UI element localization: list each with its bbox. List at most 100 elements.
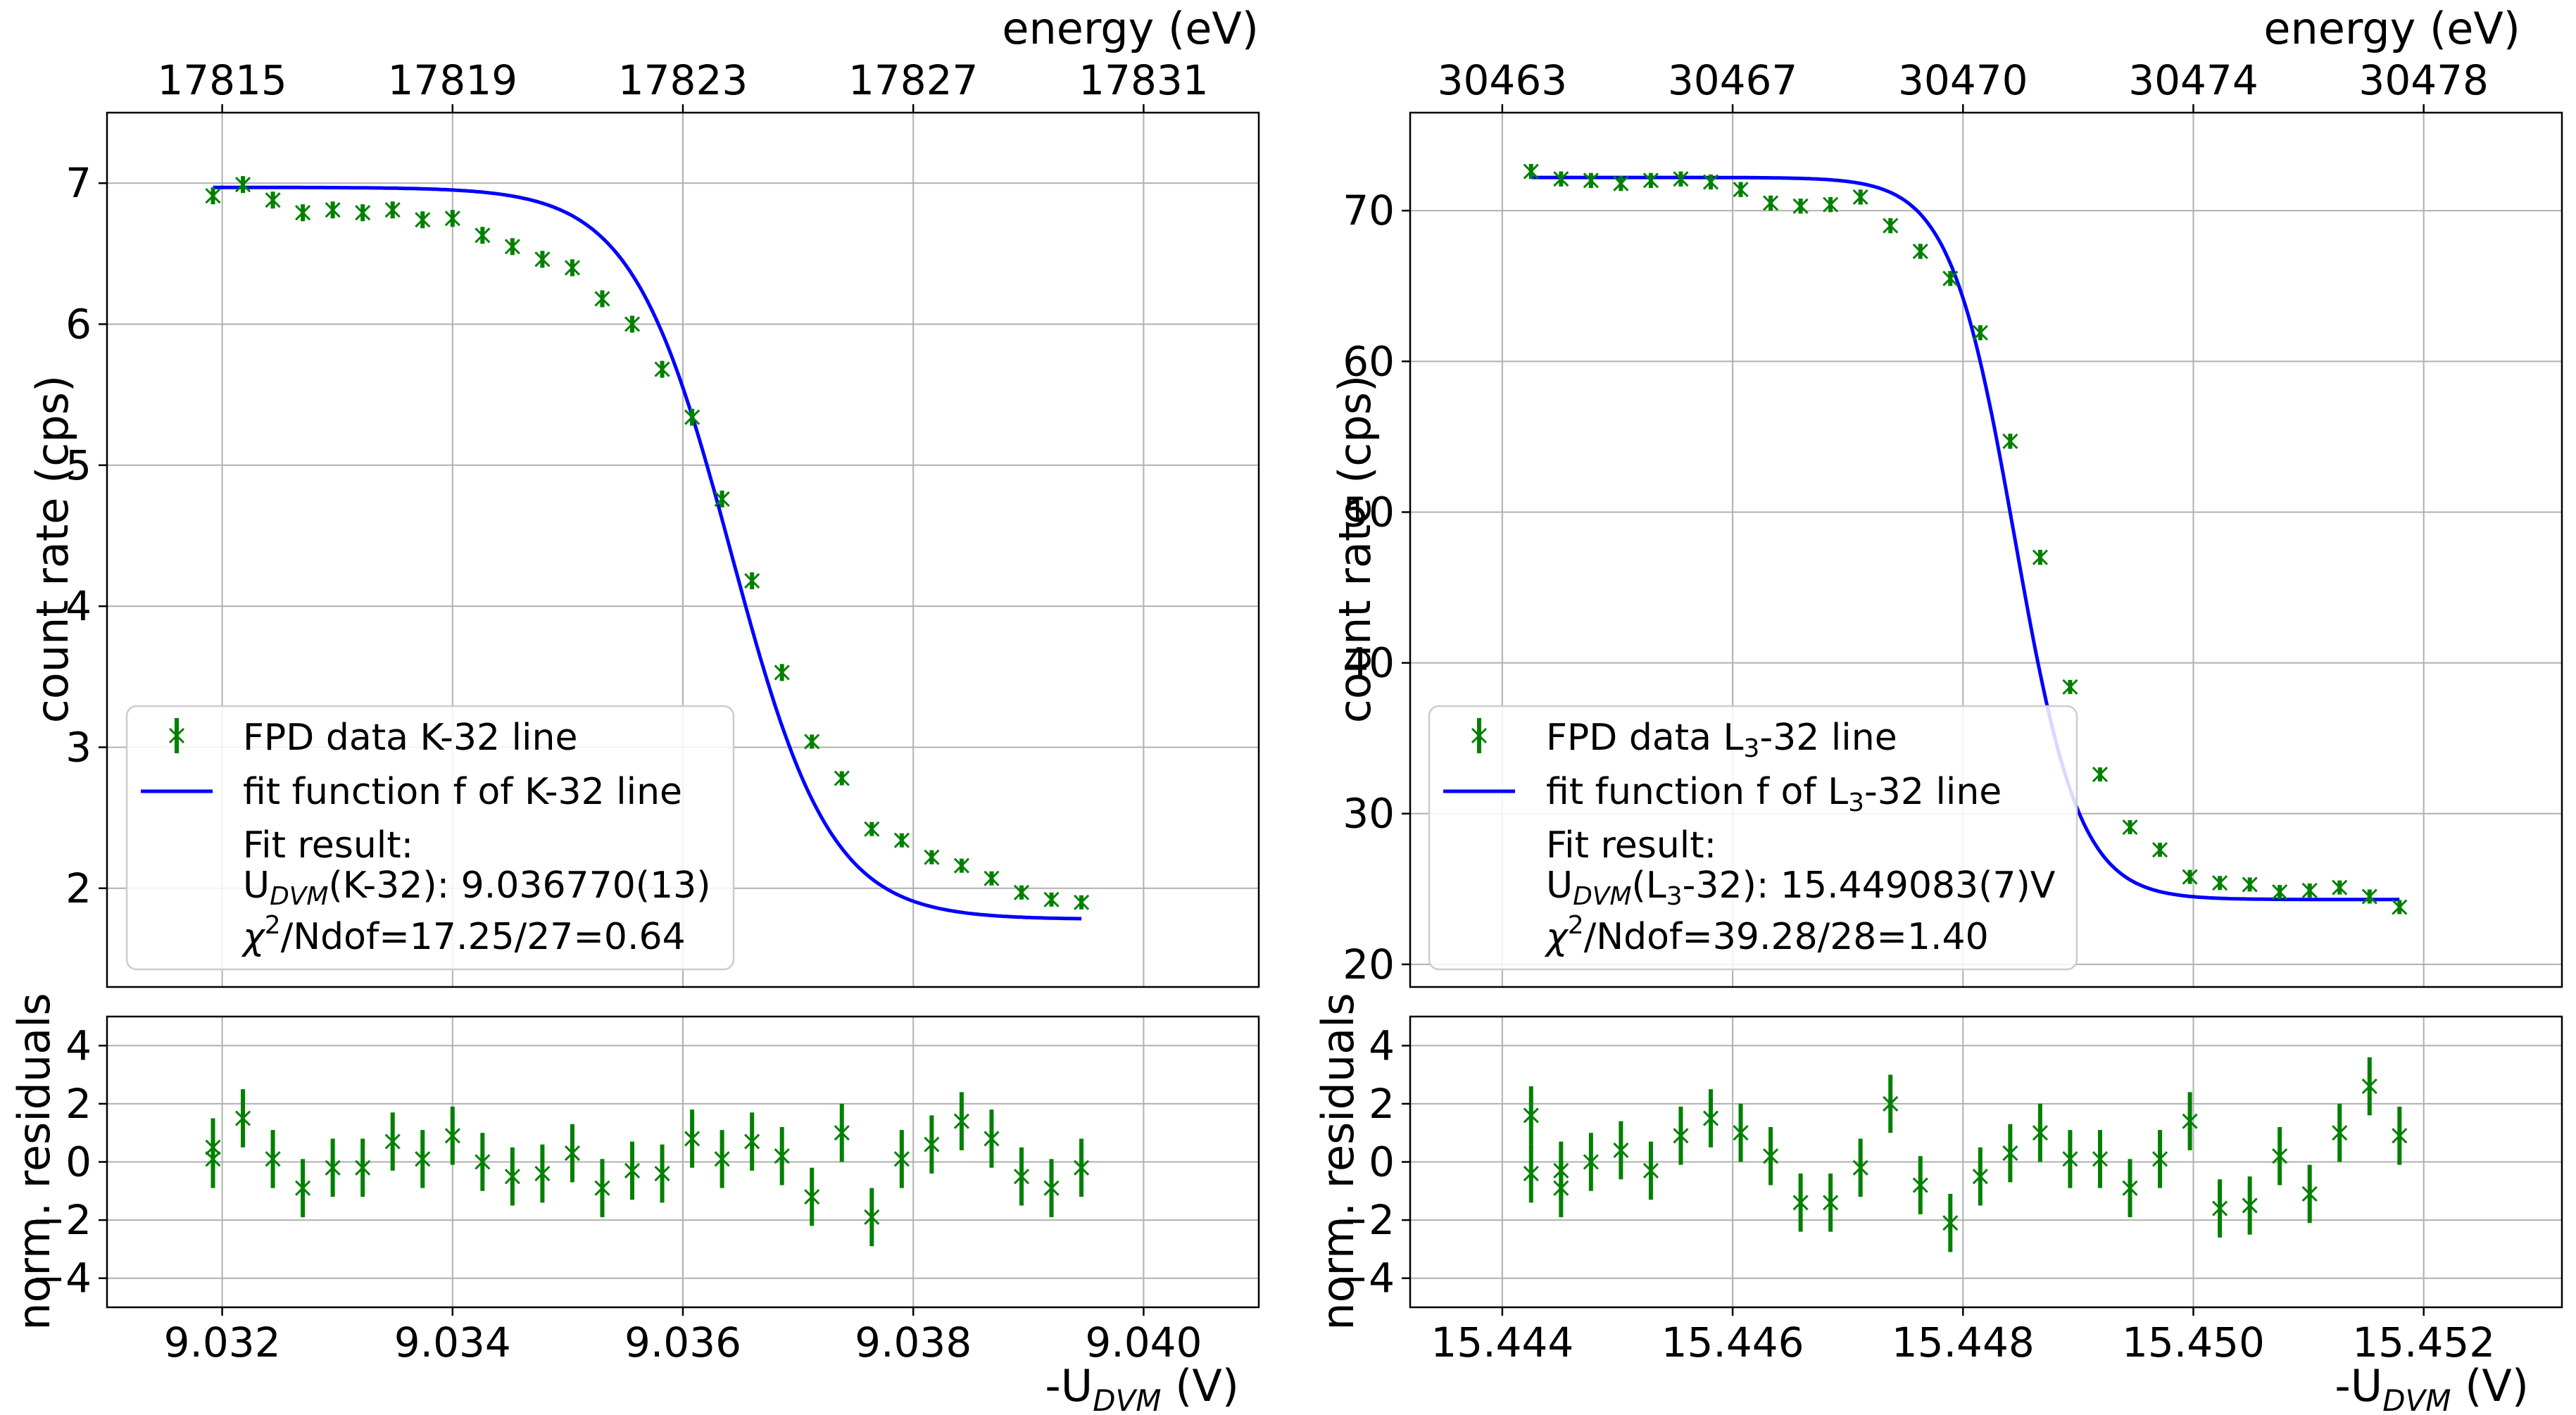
l3-32-marker (2062, 679, 2078, 695)
k32-marker (594, 291, 610, 307)
k32-marker (714, 491, 730, 507)
l3-32-res-ytick-label: 2 (1369, 1080, 1395, 1128)
l3-32-residual-marks (1523, 1057, 2408, 1252)
l3-32-res-ytick-label: −2 (1335, 1196, 1395, 1244)
k32-residual-point (205, 1118, 221, 1177)
l3-32-data-point (2332, 879, 2348, 895)
l3-32-legend-u-result: UDVM(L3-32): 15.449083(7)V (1546, 864, 2056, 911)
k32-residual-ylabel: norm. residuals (8, 993, 60, 1330)
l3-32-marker (1823, 196, 1839, 213)
l3-32-data-point (2272, 884, 2288, 900)
l3-32-legend-data-label: FPD data L3-32 line (1546, 717, 1897, 763)
k32-marker (564, 260, 581, 276)
l3-32-residual-point (1673, 1107, 1689, 1165)
l3-32-residual-marker (2272, 1148, 2288, 1164)
l3-32-main-frame (1409, 111, 2563, 988)
k32-residual-marker (774, 1148, 790, 1164)
l3-32-data-point (1823, 196, 1839, 213)
k32-top-xlabel: energy (eV) (1002, 3, 1259, 54)
l3-32-ytick-label: 70 (1343, 187, 1395, 234)
l3-32-residual-point (1613, 1121, 1629, 1180)
l3-32-marker (2212, 875, 2228, 891)
l3-32-marker (2242, 876, 2258, 893)
l3-32-residual-marker (1642, 1162, 1659, 1178)
k32-residual-marks (205, 1089, 1090, 1247)
k32-marker (475, 227, 491, 244)
l3-32-residual-point (1852, 1138, 1868, 1197)
l3-32-residual-marker (1792, 1195, 1809, 1211)
k32-res-ytick-label: −2 (32, 1196, 92, 1244)
l3-32-residual-marker (1673, 1128, 1689, 1144)
l3-32-marker (1613, 175, 1629, 191)
k32-res-ytick-label: 2 (65, 1080, 92, 1128)
l3-32-residual-point (2272, 1126, 2288, 1186)
k32-data-point (325, 201, 341, 219)
l3-32-marker (1852, 189, 1868, 205)
l3-32-data-point (2212, 875, 2228, 891)
l3-32-residual-point (1972, 1147, 1988, 1206)
k32-residual-marker (834, 1125, 850, 1141)
l3-32-marker (2092, 767, 2109, 783)
l3-32-residual-point (2151, 1130, 2168, 1188)
k32-data-point (594, 290, 610, 308)
k32-data-point (924, 849, 940, 865)
l3-32-res-ytick-label: 4 (1369, 1021, 1395, 1069)
l3-32-residual-marker (1972, 1169, 1988, 1185)
k32-marker (834, 770, 850, 786)
k32-residual-marker (924, 1136, 940, 1152)
k32-residual-point (774, 1126, 790, 1186)
k32-data-point (953, 857, 969, 874)
k32-residual-point (475, 1133, 491, 1191)
l3-32-residual-marker (2032, 1125, 2048, 1141)
l3-32-residual-point (2212, 1179, 2228, 1238)
l3-32-data-point (2032, 549, 2048, 565)
k32-marker (984, 870, 1000, 886)
k32-residual-point (234, 1089, 251, 1147)
k32-residual-marker (594, 1180, 610, 1196)
l3-32-residual-marker (1883, 1095, 1899, 1112)
k32-top-tick-label: 17831 (1079, 56, 1209, 104)
l3-32-data-point (2092, 767, 2109, 783)
l3-32-legend-chi2: χ2/Ndof=39.28/28=1.40 (1544, 911, 1989, 958)
l3-32-residual-marker (1912, 1177, 1928, 1193)
l3-32-ytick-label: 50 (1343, 488, 1395, 536)
l3-32-data-point (1583, 172, 1599, 189)
l3-32-res-ytick-label: 0 (1369, 1138, 1395, 1186)
l3-32-data-point (1883, 218, 1899, 234)
k32-residual-point (654, 1144, 670, 1203)
l3-32-residual-marker (1942, 1215, 1959, 1231)
l3-32-marker (1553, 171, 1569, 187)
l3-32-marker (2332, 879, 2348, 895)
l3-32-data-point (2242, 876, 2258, 893)
k32-xlabel: -UDVM (V) (1045, 1360, 1239, 1415)
l3-32-xtick-label: 15.450 (2122, 1319, 2265, 1366)
l3-32-ytick-label: 40 (1343, 639, 1395, 687)
l3-32-data-point (1702, 174, 1719, 190)
l3-32-residual-point (1912, 1156, 1928, 1214)
l3-32-residual-point (2332, 1103, 2348, 1162)
k32-residual-marker (265, 1151, 281, 1167)
l3-32-data-point (1763, 195, 1779, 211)
k32-residual-marker (504, 1169, 520, 1185)
k32-residual-point (1043, 1159, 1060, 1217)
k32-data-point (744, 572, 760, 590)
l3-32-residual-point (1523, 1086, 1539, 1145)
k32-ytick-label: 6 (65, 300, 92, 348)
l3-32-residual-marker (1733, 1125, 1749, 1141)
l3-32-residual-marker (2151, 1151, 2168, 1167)
l3-32-residual-marker (2242, 1197, 2258, 1214)
l3-32-marker (2361, 888, 2377, 905)
k32-marker (624, 316, 641, 332)
l3-32-residual-point (2242, 1176, 2258, 1235)
k32-legend-u-result: UDVM(K-32): 9.036770(13) (243, 864, 711, 911)
k32-ytick-label: 2 (65, 864, 92, 912)
k32-legend-chi2: χ2/Ndof=17.25/27=0.64 (241, 911, 686, 958)
l3-32-residual-point (1792, 1174, 1809, 1232)
k32-marker (744, 573, 760, 589)
l3-32-data-point (2301, 882, 2318, 899)
k32-data-point (1073, 894, 1090, 910)
k32-residual-marker (475, 1154, 491, 1170)
l3-32-ylabel: count rate (cps) (1329, 375, 1381, 723)
k32-residual-point (714, 1130, 730, 1188)
l3-32-residual-marker (2361, 1078, 2377, 1095)
